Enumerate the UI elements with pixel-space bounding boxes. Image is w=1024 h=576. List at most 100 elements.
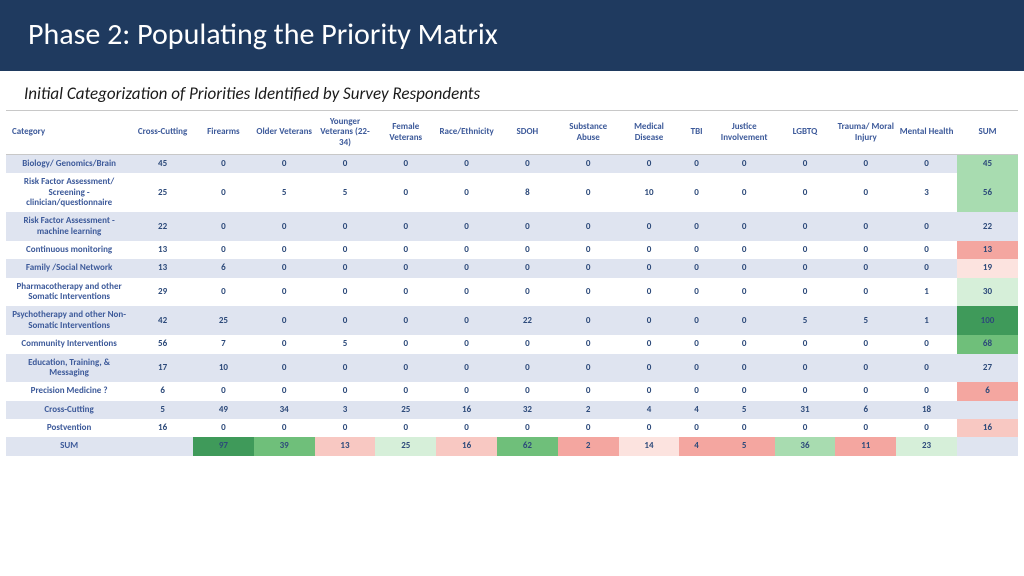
cell: 5 — [835, 306, 896, 335]
cell: 62 — [497, 437, 558, 455]
cell: 42 — [132, 306, 193, 335]
cell: 45 — [957, 155, 1018, 174]
cell: 0 — [619, 212, 680, 241]
column-header: Trauma/ Moral Injury — [835, 111, 896, 155]
cell: 0 — [497, 278, 558, 307]
cell: 0 — [896, 241, 957, 259]
cell: 13 — [957, 241, 1018, 259]
cell: 0 — [315, 241, 376, 259]
column-header: Older Veterans — [254, 111, 315, 155]
table-row: SUM97391325166221445361123 — [6, 437, 1018, 455]
cell: 16 — [132, 419, 193, 437]
table-row: Risk Factor Assessment/ Screening - clin… — [6, 173, 1018, 212]
cell: 97 — [193, 437, 254, 455]
cell: 100 — [957, 306, 1018, 335]
cell: 5 — [775, 306, 836, 335]
column-header: Female Veterans — [375, 111, 436, 155]
cell: 5 — [132, 401, 193, 419]
cell: 6 — [835, 401, 896, 419]
cell: 0 — [775, 335, 836, 353]
cell: 0 — [315, 278, 376, 307]
cell: 0 — [619, 419, 680, 437]
cell: 45 — [132, 155, 193, 174]
cell — [132, 437, 193, 455]
cell: 0 — [497, 382, 558, 400]
cell: 0 — [436, 241, 497, 259]
table-body: Biology/ Genomics/Brain45000000000000045… — [6, 155, 1018, 456]
cell: 0 — [835, 335, 896, 353]
row-label: SUM — [6, 437, 132, 455]
cell: 0 — [558, 306, 619, 335]
row-label: Risk Factor Assessment/ Screening - clin… — [6, 173, 132, 212]
cell: 0 — [714, 419, 775, 437]
cell: 0 — [835, 259, 896, 277]
cell: 0 — [375, 335, 436, 353]
row-label: Postvention — [6, 419, 132, 437]
cell: 39 — [254, 437, 315, 455]
column-header: Firearms — [193, 111, 254, 155]
cell: 16 — [957, 419, 1018, 437]
cell: 0 — [835, 155, 896, 174]
cell: 0 — [375, 212, 436, 241]
cell: 0 — [835, 419, 896, 437]
row-label: Biology/ Genomics/Brain — [6, 155, 132, 174]
cell: 0 — [714, 306, 775, 335]
cell: 13 — [132, 241, 193, 259]
cell: 2 — [558, 401, 619, 419]
table-row: Family /Social Network13600000000000019 — [6, 259, 1018, 277]
cell: 0 — [436, 354, 497, 383]
cell: 32 — [497, 401, 558, 419]
cell: 0 — [835, 382, 896, 400]
cell: 0 — [558, 241, 619, 259]
column-header: Justice Involvement — [714, 111, 775, 155]
cell: 0 — [896, 155, 957, 174]
column-header: Substance Abuse — [558, 111, 619, 155]
cell: 0 — [896, 354, 957, 383]
cell: 22 — [957, 212, 1018, 241]
cell: 0 — [315, 306, 376, 335]
table-row: Risk Factor Assessment - machine learnin… — [6, 212, 1018, 241]
cell: 17 — [132, 354, 193, 383]
cell: 0 — [679, 212, 713, 241]
cell: 0 — [679, 278, 713, 307]
cell: 0 — [619, 259, 680, 277]
cell: 49 — [193, 401, 254, 419]
cell: 0 — [714, 335, 775, 353]
cell: 0 — [558, 155, 619, 174]
cell: 5 — [714, 437, 775, 455]
cell: 25 — [132, 173, 193, 212]
cell: 0 — [558, 259, 619, 277]
cell: 0 — [775, 155, 836, 174]
cell: 0 — [436, 212, 497, 241]
table-row: Continuous monitoring13000000000000013 — [6, 241, 1018, 259]
table-row: Precision Medicine ?600000000000006 — [6, 382, 1018, 400]
cell: 0 — [558, 419, 619, 437]
cell: 0 — [315, 382, 376, 400]
cell: 0 — [254, 382, 315, 400]
row-label: Continuous monitoring — [6, 241, 132, 259]
cell: 5 — [254, 173, 315, 212]
cell: 22 — [132, 212, 193, 241]
cell: 6 — [193, 259, 254, 277]
cell: 16 — [436, 401, 497, 419]
cell: 0 — [835, 212, 896, 241]
table-row: Biology/ Genomics/Brain45000000000000045 — [6, 155, 1018, 174]
column-header: SUM — [957, 111, 1018, 155]
cell: 0 — [375, 259, 436, 277]
table-row: Postvention16000000000000016 — [6, 419, 1018, 437]
cell: 0 — [619, 155, 680, 174]
cell: 0 — [714, 241, 775, 259]
cell: 0 — [835, 241, 896, 259]
cell: 0 — [193, 278, 254, 307]
cell: 0 — [254, 278, 315, 307]
priority-matrix: CategoryCross-CuttingFirearmsOlder Veter… — [0, 110, 1024, 456]
cell: 5 — [714, 401, 775, 419]
cell: 23 — [896, 437, 957, 455]
cell: 22 — [497, 306, 558, 335]
cell: 7 — [193, 335, 254, 353]
cell: 0 — [714, 354, 775, 383]
cell: 0 — [775, 278, 836, 307]
cell: 0 — [835, 173, 896, 212]
cell: 0 — [375, 354, 436, 383]
cell: 0 — [896, 419, 957, 437]
